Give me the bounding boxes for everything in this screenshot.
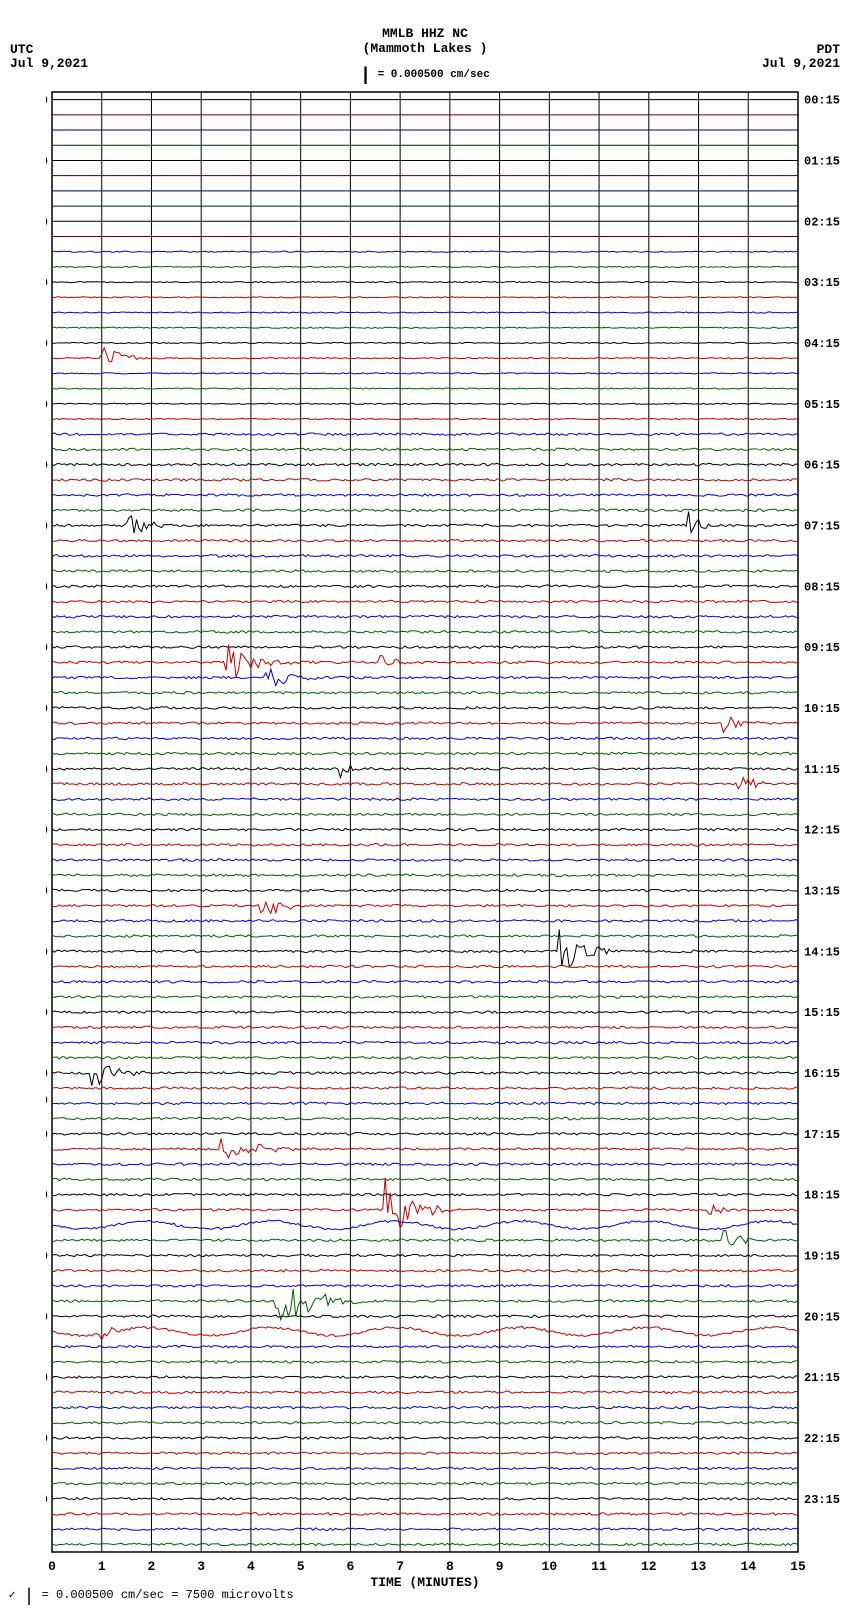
utc-hour-label: 21:00 bbox=[46, 945, 48, 959]
svg-text:01:15: 01:15 bbox=[804, 154, 840, 168]
svg-text:15:15: 15:15 bbox=[804, 1006, 840, 1020]
utc-hour-label: 14:00 bbox=[46, 519, 48, 533]
svg-text:Jul10: Jul10 bbox=[46, 1093, 48, 1107]
svg-text:TIME (MINUTES): TIME (MINUTES) bbox=[370, 1575, 479, 1590]
svg-text:19:15: 19:15 bbox=[804, 1249, 840, 1263]
svg-text:17:15: 17:15 bbox=[804, 1128, 840, 1142]
svg-text:2: 2 bbox=[148, 1559, 156, 1574]
svg-text:4: 4 bbox=[247, 1559, 255, 1574]
station-name: (Mammoth Lakes ) bbox=[0, 41, 850, 56]
svg-text:20:15: 20:15 bbox=[804, 1310, 840, 1324]
utc-hour-label: 11:00 bbox=[46, 337, 48, 351]
utc-hour-label: 06:00 bbox=[46, 1493, 48, 1507]
utc-hour-label: 17:00 bbox=[46, 702, 48, 716]
utc-hour-label: 00:00 bbox=[46, 1128, 48, 1142]
svg-text:11:15: 11:15 bbox=[804, 763, 840, 777]
svg-text:06:15: 06:15 bbox=[804, 459, 840, 473]
utc-hour-label: 13:00 bbox=[46, 459, 48, 473]
svg-text:13: 13 bbox=[691, 1559, 707, 1574]
utc-hour-label: 12:00 bbox=[46, 398, 48, 412]
svg-text:3: 3 bbox=[197, 1559, 205, 1574]
svg-text:1: 1 bbox=[98, 1559, 106, 1574]
svg-text:18:15: 18:15 bbox=[804, 1189, 840, 1203]
utc-hour-label: 10:00 bbox=[46, 276, 48, 290]
utc-hour-label: 19:00 bbox=[46, 824, 48, 838]
station-id: MMLB HHZ NC bbox=[0, 26, 850, 41]
svg-text:12: 12 bbox=[641, 1559, 657, 1574]
svg-text:9: 9 bbox=[496, 1559, 504, 1574]
svg-text:10:15: 10:15 bbox=[804, 702, 840, 716]
utc-hour-label: 16:00 bbox=[46, 641, 48, 655]
utc-hour-label: 23:00 bbox=[46, 1067, 48, 1081]
svg-text:13:15: 13:15 bbox=[804, 884, 840, 898]
svg-text:5: 5 bbox=[297, 1559, 305, 1574]
svg-text:02:15: 02:15 bbox=[804, 215, 840, 229]
utc-hour-label: 04:00 bbox=[46, 1371, 48, 1385]
svg-text:03:15: 03:15 bbox=[804, 276, 840, 290]
left-date: Jul 9,2021 bbox=[10, 56, 88, 71]
svg-text:00:15: 00:15 bbox=[804, 94, 840, 108]
svg-text:04:15: 04:15 bbox=[804, 337, 840, 351]
svg-text:14: 14 bbox=[740, 1559, 756, 1574]
right-date: Jul 9,2021 bbox=[762, 56, 840, 71]
svg-text:05:15: 05:15 bbox=[804, 398, 840, 412]
utc-hour-label: 18:00 bbox=[46, 763, 48, 777]
utc-hour-label: 01:00 bbox=[46, 1189, 48, 1203]
svg-text:21:15: 21:15 bbox=[804, 1371, 840, 1385]
svg-text:08:15: 08:15 bbox=[804, 580, 840, 594]
utc-hour-label: 20:00 bbox=[46, 884, 48, 898]
svg-text:10: 10 bbox=[542, 1559, 558, 1574]
svg-text:11: 11 bbox=[591, 1559, 607, 1574]
svg-text:15: 15 bbox=[790, 1559, 806, 1574]
svg-text:14:15: 14:15 bbox=[804, 945, 840, 959]
svg-text:6: 6 bbox=[346, 1559, 354, 1574]
utc-hour-label: 09:00 bbox=[46, 215, 48, 229]
right-tz: PDT bbox=[817, 42, 840, 57]
svg-text:07:15: 07:15 bbox=[804, 519, 840, 533]
utc-hour-label: 08:00 bbox=[46, 154, 48, 168]
svg-text:0: 0 bbox=[48, 1559, 56, 1574]
utc-hour-label: 22:00 bbox=[46, 1006, 48, 1020]
svg-text:23:15: 23:15 bbox=[804, 1493, 840, 1507]
helicorder-plot: 0123456789101112131415TIME (MINUTES)07:0… bbox=[46, 88, 850, 1608]
svg-text:09:15: 09:15 bbox=[804, 641, 840, 655]
utc-hour-label: 15:00 bbox=[46, 580, 48, 594]
svg-text:16:15: 16:15 bbox=[804, 1067, 840, 1081]
utc-hour-label: 03:00 bbox=[46, 1310, 48, 1324]
svg-text:8: 8 bbox=[446, 1559, 454, 1574]
utc-hour-label: 07:00 bbox=[46, 94, 48, 108]
utc-hour-label: 02:00 bbox=[46, 1249, 48, 1263]
svg-text:22:15: 22:15 bbox=[804, 1432, 840, 1446]
utc-hour-label: 05:00 bbox=[46, 1432, 48, 1446]
scale-indicator: | = 0.000500 cm/sec bbox=[340, 66, 510, 86]
svg-text:12:15: 12:15 bbox=[804, 824, 840, 838]
footer-scale: ✓ | = 0.000500 cm/sec = 7500 microvolts bbox=[8, 1587, 294, 1607]
left-tz: UTC bbox=[10, 42, 33, 57]
svg-text:7: 7 bbox=[396, 1559, 404, 1574]
